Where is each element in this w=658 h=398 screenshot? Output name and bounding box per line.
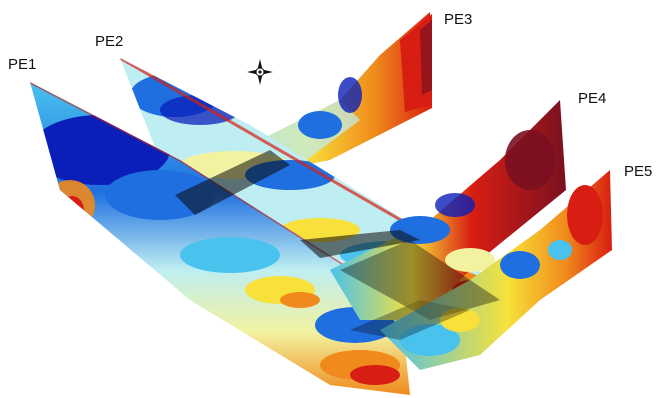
profile-pe5 — [380, 170, 612, 370]
compass-rose-icon — [247, 59, 273, 85]
profile-pe4 — [330, 100, 566, 320]
label-pe1: PE1 — [8, 56, 36, 73]
label-pe3: PE3 — [444, 11, 472, 28]
label-pe5: PE5 — [624, 163, 652, 180]
label-pe4: PE4 — [578, 90, 606, 107]
label-pe2: PE2 — [95, 33, 123, 50]
intersection-bands — [175, 150, 500, 340]
